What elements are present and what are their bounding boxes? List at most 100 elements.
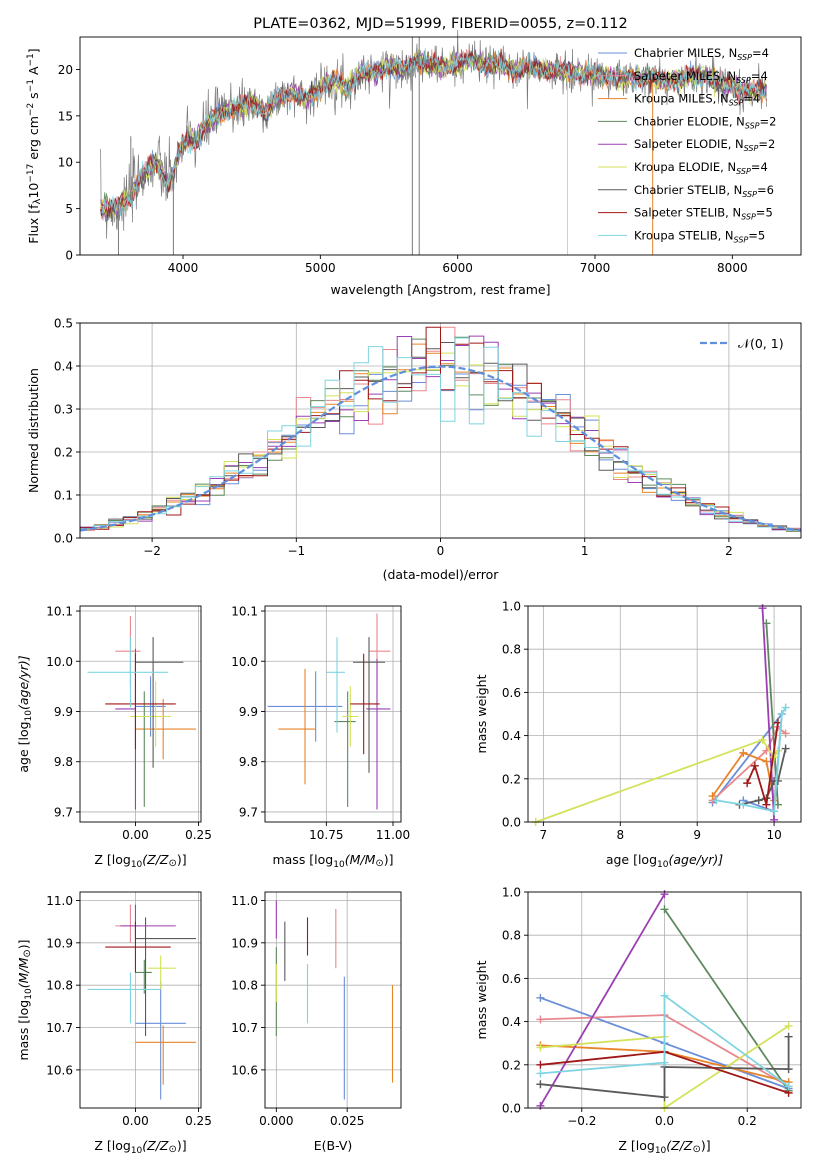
label-part: ⊙	[375, 858, 383, 869]
legend-sep: , N	[726, 183, 742, 197]
weight-marker	[660, 890, 669, 899]
x-tick-label: 8000	[717, 261, 748, 275]
x-tick-label: 0.025	[330, 1114, 364, 1128]
x-tick-label: 4000	[168, 261, 199, 275]
error-bar-point	[115, 904, 141, 943]
legend-eq: =	[760, 114, 770, 128]
weight-marker	[536, 1069, 545, 1078]
label-part: ⊙	[692, 1144, 700, 1155]
error-bar-point	[148, 955, 176, 990]
x-tick-label: 7000	[580, 261, 611, 275]
mass-vs-ebv-panel: 0.000 0.025 10.6 10.7 10.8 10.9 11.0 E(B-V)	[231, 891, 402, 1153]
x-tick-label: 1	[581, 544, 589, 558]
y-axis-label: mass weight	[474, 674, 489, 753]
label-part: )]	[384, 852, 394, 867]
y-tick-label: 10.6	[231, 1063, 258, 1077]
label-part: −1	[26, 79, 36, 92]
weight-marker	[536, 1101, 545, 1110]
legend-nssp: 2	[768, 137, 775, 151]
label-part: (age/yr)]	[668, 852, 723, 867]
y-axis-label: mass weight	[474, 960, 489, 1039]
y-tick-label: 20	[58, 63, 73, 77]
residuals-panel: −2 −1 0 1 2 0.0 0.1 0.2 0.3 0.4 0.5 𝒩(0, 1) (data-mo…	[26, 317, 802, 582]
y-tick-label: 9.8	[54, 755, 73, 769]
label-part: λ	[32, 198, 43, 204]
legend-name: Kroupa MILES	[634, 92, 713, 106]
legend-sep: , N	[713, 92, 729, 106]
y-tick-label: 9.7	[239, 805, 258, 819]
weight-marker	[739, 800, 748, 809]
error-bar-point	[135, 676, 166, 737]
legend-nssp: 5	[765, 206, 772, 220]
weight-marker	[773, 776, 782, 785]
legend-eq: =	[751, 69, 761, 83]
legend-sep: , N	[729, 114, 745, 128]
x-tick-label: 9	[693, 828, 701, 842]
y-tick-label: 9.9	[239, 705, 258, 719]
legend-sub: SSP	[729, 99, 744, 108]
error-bar-point	[120, 904, 176, 939]
x-axis-label: wavelength [Angstrom, rest frame]	[330, 282, 550, 297]
legend-nssp: 5	[758, 228, 765, 242]
y-tick-label: 10.1	[46, 605, 73, 619]
label-part: (age/yr)]	[16, 655, 31, 710]
legend-entry: Kroupa MILES, NSSP=4	[634, 92, 760, 108]
x-axis-label: mass [log10(M/M⊙)]	[272, 852, 393, 870]
error-bar-point	[135, 917, 196, 1036]
y-tick-label: 10.6	[46, 1063, 73, 1077]
label-part: age [log	[16, 721, 31, 772]
weight-marker	[536, 1080, 545, 1089]
x-tick-label: 5000	[305, 261, 336, 275]
weight-marker	[739, 748, 748, 757]
spectrum-panel: PLATE=0362, MJD=51999, FIBERID=0055, z=0…	[26, 16, 802, 297]
x-tick-label: 0.000	[259, 1114, 293, 1128]
weight-marker	[758, 735, 767, 744]
y-tick-label: 0.4	[54, 360, 73, 374]
legend-sub: SSP	[742, 190, 757, 199]
legend-eq: =	[743, 92, 753, 106]
x-axis-label: Z [log10(Z/Z⊙)]	[618, 1138, 710, 1156]
axes-frame	[79, 605, 202, 823]
weight-marker	[784, 1082, 793, 1091]
label-part: Z [log	[618, 1138, 654, 1153]
legend-name: Salpeter ELODIE	[634, 137, 728, 151]
weight-line-7	[746, 722, 779, 805]
weight-line-6	[739, 748, 787, 806]
legend-entry: Salpeter STELIB, NSSP=5	[634, 206, 773, 222]
label-part: ⊙	[22, 949, 33, 957]
y-tick-label: 5	[65, 202, 73, 216]
x-tick-label: 0.25	[185, 828, 212, 842]
weight-marker	[784, 1065, 793, 1074]
label-part: ]	[26, 48, 41, 53]
legend-sub: SSP	[744, 144, 759, 153]
y-tick-label: 0.2	[502, 772, 521, 786]
weight-marker	[660, 1058, 669, 1067]
error-bar-point	[278, 668, 316, 785]
weight-marker	[660, 1093, 669, 1102]
legend-sub: SSP	[741, 213, 756, 222]
legend-eq: =	[756, 206, 766, 220]
legend-nssp: 6	[767, 183, 774, 197]
x-tick-label: −0.2	[567, 1114, 596, 1128]
legend-sub: SSP	[737, 53, 752, 62]
label-part: (M/M	[345, 852, 376, 867]
weight-marker	[781, 744, 790, 753]
weight-marker	[536, 1043, 545, 1052]
label-part: )]	[701, 1138, 711, 1153]
error-bar-point	[353, 637, 385, 773]
legend-entry: Kroupa ELODIE, NSSP=4	[634, 160, 768, 176]
weight-marker	[770, 807, 779, 816]
label-part: mass [log	[16, 1000, 31, 1061]
legend-name: Salpeter STELIB	[634, 206, 725, 220]
x-axis-label: E(B-V)	[314, 1138, 353, 1153]
legend-name: Chabrier MILES	[634, 46, 721, 60]
label-part: ⊙	[168, 1144, 176, 1155]
x-tick-label: 7	[540, 828, 548, 842]
weight-marker	[536, 993, 545, 1002]
y-tick-label: 0.4	[502, 729, 521, 743]
label-part: (Z/Z	[142, 852, 169, 867]
legend-sub: SSP	[736, 76, 751, 85]
weight-marker	[781, 703, 790, 712]
